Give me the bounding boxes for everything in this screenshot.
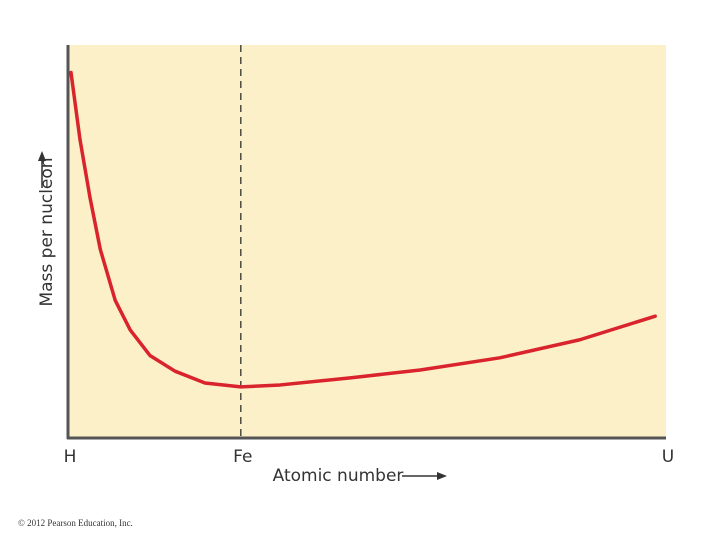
x-tick-label: U — [662, 447, 674, 467]
curve — [69, 70, 657, 389]
plot-area — [68, 45, 666, 438]
x-tick-label: H — [64, 447, 77, 467]
x-axis-label: Atomic number — [273, 466, 404, 486]
y-axis-label: Mass per nucleon — [37, 157, 57, 306]
copyright: © 2012 Pearson Education, Inc. — [18, 518, 133, 528]
y-arrow — [38, 151, 46, 188]
x-arrow — [402, 472, 447, 480]
x-tick-label: Fe — [233, 447, 252, 467]
